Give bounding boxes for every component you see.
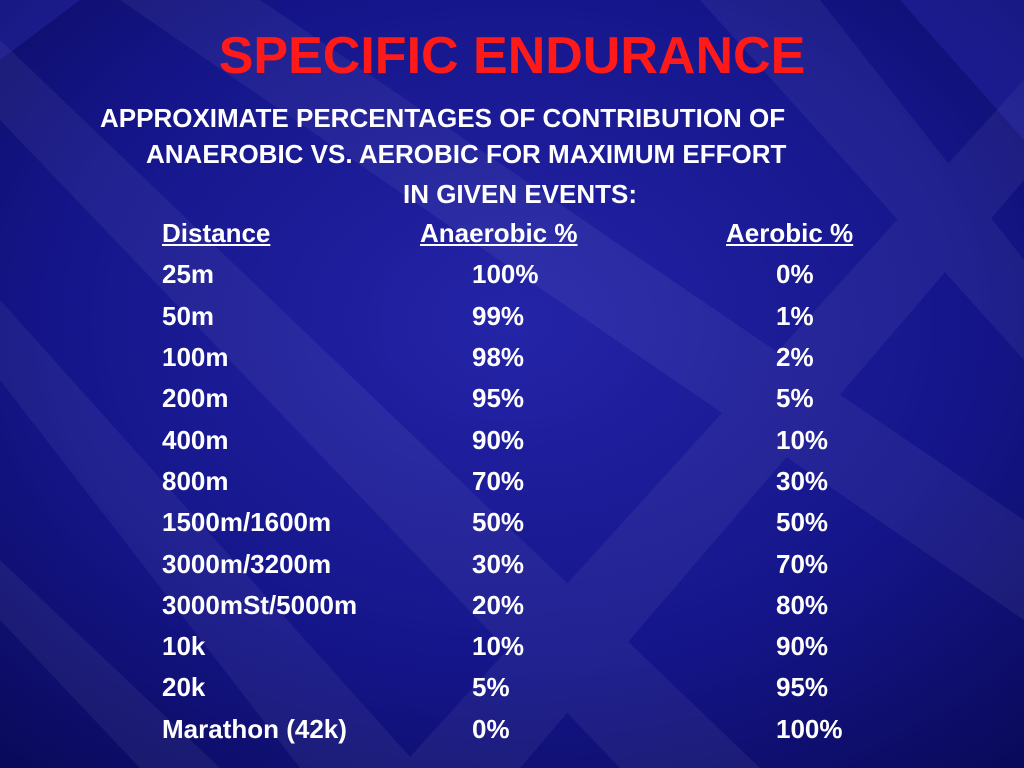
aerobic-cell: 10% (776, 424, 829, 455)
anaerobic-cell: 10% (472, 631, 525, 662)
table-row: 20k 5% 95% (162, 667, 926, 708)
distance-cell: 25m (162, 259, 215, 290)
aerobic-cell: 5% (776, 383, 814, 414)
table-row: Marathon (42k) 0% 100% (162, 709, 926, 750)
anaerobic-cell: 30% (472, 548, 525, 579)
aerobic-cell: 2% (776, 342, 814, 373)
subtitle-line-2: ANAEROBIC VS. AEROBIC FOR MAXIMUM EFFORT (146, 139, 787, 169)
anaerobic-cell: 0% (472, 713, 510, 744)
distance-cell: 3000m/3200m (162, 548, 332, 579)
distance-cell: 1500m/1600m (162, 507, 332, 538)
aerobic-cell: 90% (776, 631, 829, 662)
distance-cell: 3000mSt/5000m (162, 589, 358, 620)
distance-cell: 50m (162, 300, 215, 331)
anaerobic-cell: 99% (472, 300, 525, 331)
header-anaerobic: Anaerobic % (420, 218, 578, 249)
distance-cell: 20k (162, 672, 206, 703)
aerobic-cell: 95% (776, 672, 829, 703)
anaerobic-cell: 5% (472, 672, 510, 703)
table-row: 10k 10% 90% (162, 626, 926, 667)
table-row: 1500m/1600m 50% 50% (162, 502, 926, 543)
distance-cell: 10k (162, 631, 206, 662)
header-distance: Distance (162, 218, 271, 249)
events-table: Distance Anaerobic % Aerobic % 25m 100% … (162, 213, 926, 750)
table-row: 3000m/3200m 30% 70% (162, 543, 926, 584)
aerobic-cell: 100% (776, 713, 843, 744)
anaerobic-cell: 20% (472, 589, 525, 620)
table-row: 400m 90% 10% (162, 419, 926, 460)
table-row: 25m 100% 0% (162, 254, 926, 295)
anaerobic-cell: 70% (472, 465, 525, 496)
anaerobic-cell: 95% (472, 383, 525, 414)
subtitle-line-3: IN GIVEN EVENTS: (402, 179, 638, 209)
aerobic-cell: 50% (776, 507, 829, 538)
subtitle-line-1: APPROXIMATE PERCENTAGES OF CONTRIBUTION … (100, 103, 786, 133)
table-header-row: Distance Anaerobic % Aerobic % (162, 213, 926, 254)
distance-cell: 400m (162, 424, 229, 455)
table-row: 3000mSt/5000m 20% 80% (162, 585, 926, 626)
table-row: 50m 99% 1% (162, 296, 926, 337)
anaerobic-cell: 98% (472, 342, 525, 373)
table-row: 200m 95% 5% (162, 378, 926, 419)
slide-subtitle: APPROXIMATE PERCENTAGES OF CONTRIBUTION … (100, 100, 940, 212)
header-aerobic: Aerobic % (726, 218, 854, 249)
distance-cell: 800m (162, 465, 229, 496)
aerobic-cell: 1% (776, 300, 814, 331)
distance-cell: 200m (162, 383, 229, 414)
distance-cell: 100m (162, 342, 229, 373)
distance-cell: Marathon (42k) (162, 713, 347, 744)
aerobic-cell: 0% (776, 259, 814, 290)
table-row: 100m 98% 2% (162, 337, 926, 378)
anaerobic-cell: 100% (472, 259, 539, 290)
aerobic-cell: 30% (776, 465, 829, 496)
aerobic-cell: 70% (776, 548, 829, 579)
aerobic-cell: 80% (776, 589, 829, 620)
anaerobic-cell: 50% (472, 507, 525, 538)
table-row: 800m 70% 30% (162, 461, 926, 502)
anaerobic-cell: 90% (472, 424, 525, 455)
slide-title: SPECIFIC ENDURANCE (218, 27, 806, 85)
